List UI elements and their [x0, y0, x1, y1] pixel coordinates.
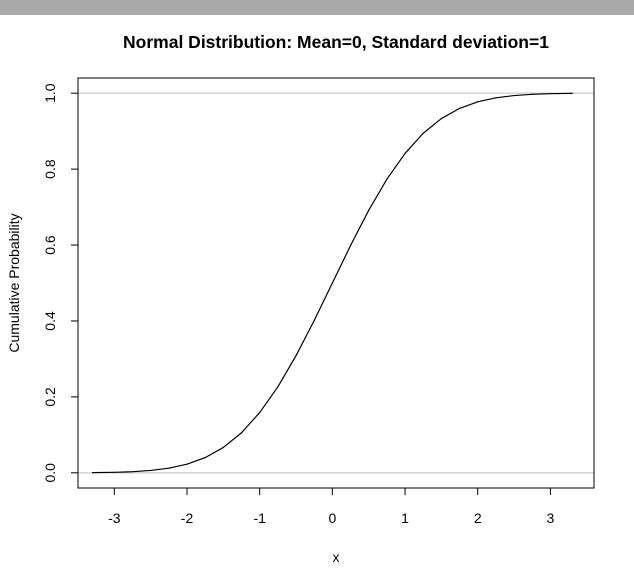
cdf-point [277, 386, 279, 388]
cdf-point [313, 319, 315, 322]
x-tick-label: 2 [474, 510, 482, 526]
cdf-point [422, 132, 424, 134]
y-tick-label: 0.4 [42, 311, 58, 331]
cdf-point [386, 178, 388, 180]
cdf-point [295, 355, 297, 357]
x-tick-label: 1 [401, 510, 409, 526]
cdf-point [513, 94, 515, 97]
x-tick-label: -2 [181, 510, 194, 526]
x-axis: -3 -2 -1 0 1 2 3 [108, 487, 554, 526]
reference-lines [78, 92, 594, 474]
y-tick-label: 1.0 [42, 83, 58, 103]
y-tick-label: 0.6 [42, 235, 58, 255]
cdf-point [150, 469, 152, 472]
cdf-point [440, 117, 442, 120]
x-tick-label: 0 [328, 510, 336, 526]
cdf-point [222, 446, 224, 449]
cdf-point [477, 101, 479, 103]
chart-title: Normal Distribution: Mean=0, Standard de… [123, 32, 549, 52]
x-tick-label: 3 [546, 510, 554, 526]
cdf-point [186, 463, 188, 465]
x-tick-label: -1 [253, 510, 266, 526]
x-axis-label: x [333, 549, 340, 565]
cdf-point [91, 472, 94, 474]
y-tick-label: 0.2 [42, 387, 58, 407]
cdf-point [204, 456, 206, 459]
x-tick-label: -3 [108, 510, 121, 526]
cdf-point [404, 152, 406, 155]
y-tick-label: 0.0 [42, 463, 58, 483]
y-axis-label: Cumulative Probability [6, 213, 22, 352]
cdf-point [349, 244, 352, 247]
window-title-strip [0, 0, 634, 15]
cdf-point [113, 471, 115, 473]
cdf-point [531, 93, 533, 95]
cdf-point [240, 432, 243, 434]
plot-frame [77, 77, 595, 489]
cdf-point [331, 282, 333, 284]
y-tick-label: 0.8 [42, 159, 58, 179]
cdf-point [368, 209, 370, 211]
cdf-point [131, 471, 134, 473]
cdf-point [168, 467, 170, 469]
cdf-point [458, 107, 461, 110]
cdf-point [495, 97, 497, 99]
cdf-point [549, 93, 551, 95]
y-axis: 0.0 0.2 0.4 0.6 0.8 1.0 [42, 83, 79, 483]
cdf-point [259, 411, 261, 414]
curve-layer [91, 92, 573, 474]
cdf-point [571, 92, 573, 94]
